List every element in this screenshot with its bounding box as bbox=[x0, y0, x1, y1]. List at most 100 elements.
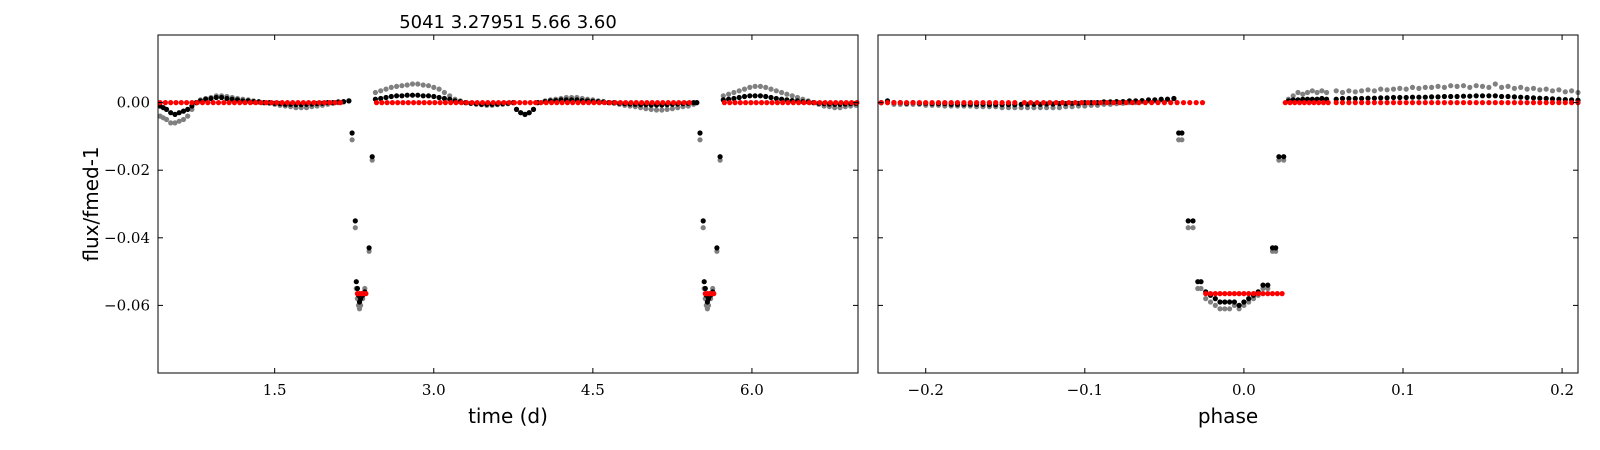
data-point bbox=[1320, 100, 1327, 106]
data-point bbox=[1222, 299, 1228, 305]
data-point bbox=[811, 100, 818, 106]
data-point bbox=[1505, 100, 1511, 106]
data-point bbox=[321, 100, 328, 106]
data-point bbox=[1279, 291, 1285, 297]
data-point bbox=[1161, 100, 1167, 106]
data-point bbox=[1479, 100, 1486, 106]
data-point bbox=[796, 100, 802, 106]
data-point bbox=[591, 100, 597, 106]
data-point bbox=[219, 94, 225, 101]
data-point bbox=[1384, 95, 1390, 101]
data-point bbox=[448, 100, 454, 106]
data-point bbox=[1309, 88, 1315, 94]
data-point bbox=[436, 94, 442, 101]
data-point bbox=[1524, 86, 1530, 92]
data-point bbox=[295, 100, 301, 106]
data-point bbox=[168, 110, 174, 116]
data-point bbox=[701, 279, 707, 285]
data-point bbox=[1441, 84, 1447, 90]
data-point bbox=[1190, 218, 1196, 224]
data-point bbox=[409, 81, 416, 87]
data-point bbox=[1562, 89, 1568, 95]
data-point bbox=[1549, 96, 1556, 102]
data-point bbox=[1241, 299, 1247, 305]
data-point bbox=[1044, 105, 1050, 111]
data-point bbox=[284, 100, 290, 106]
data-point bbox=[789, 93, 795, 99]
data-point bbox=[1231, 291, 1237, 297]
data-point bbox=[1359, 88, 1365, 94]
data-point bbox=[1246, 296, 1252, 302]
data-point bbox=[753, 100, 759, 106]
x-tick-label: −0.1 bbox=[1067, 381, 1103, 399]
data-point bbox=[923, 100, 929, 106]
data-point bbox=[1180, 100, 1187, 106]
series-2 bbox=[878, 93, 1581, 308]
data-point bbox=[1164, 96, 1171, 102]
data-point bbox=[405, 100, 411, 106]
data-point bbox=[999, 100, 1005, 106]
data-point bbox=[526, 110, 532, 116]
series-3 bbox=[878, 100, 1581, 297]
data-point bbox=[1324, 89, 1330, 96]
data-point bbox=[757, 83, 764, 89]
data-point bbox=[1136, 100, 1142, 106]
data-point bbox=[378, 95, 384, 102]
data-point bbox=[1207, 291, 1214, 297]
data-point bbox=[432, 100, 438, 106]
data-point bbox=[208, 95, 214, 102]
data-point bbox=[1371, 100, 1377, 106]
data-point bbox=[752, 93, 758, 99]
data-point bbox=[586, 100, 592, 106]
y-tick-label: 0.00 bbox=[117, 94, 150, 112]
data-point bbox=[1562, 100, 1568, 106]
data-point bbox=[1486, 84, 1492, 90]
data-point bbox=[1306, 100, 1312, 106]
data-point bbox=[1486, 93, 1492, 99]
data-point bbox=[643, 106, 649, 112]
data-point bbox=[469, 100, 475, 106]
data-point bbox=[1203, 296, 1209, 302]
data-point bbox=[1295, 89, 1301, 96]
data-point bbox=[1005, 100, 1012, 106]
data-point bbox=[1537, 87, 1543, 93]
data-point bbox=[366, 245, 372, 251]
data-point bbox=[681, 100, 687, 106]
data-point bbox=[649, 100, 655, 106]
data-point bbox=[224, 95, 230, 102]
data-point bbox=[379, 100, 385, 106]
data-point bbox=[967, 100, 973, 106]
data-point bbox=[769, 100, 775, 106]
data-point bbox=[669, 106, 676, 112]
data-point bbox=[1072, 100, 1078, 106]
data-point bbox=[258, 100, 264, 106]
data-point bbox=[1047, 100, 1053, 106]
data-point bbox=[1297, 100, 1303, 106]
data-point bbox=[1171, 95, 1177, 102]
data-point bbox=[420, 93, 426, 99]
x-axis-label: time (d) bbox=[468, 404, 548, 428]
data-point bbox=[279, 100, 285, 106]
data-point bbox=[1339, 100, 1346, 106]
data-point bbox=[1260, 291, 1266, 297]
data-point bbox=[189, 100, 195, 106]
data-point bbox=[352, 225, 358, 231]
data-point bbox=[1333, 88, 1339, 94]
data-point bbox=[162, 100, 168, 106]
data-point bbox=[1524, 94, 1530, 101]
data-point bbox=[1066, 100, 1072, 106]
data-point bbox=[400, 100, 406, 106]
data-point bbox=[1053, 100, 1059, 106]
data-point bbox=[935, 100, 942, 106]
x-tick-label: 0.2 bbox=[1550, 381, 1574, 399]
data-point bbox=[1403, 94, 1409, 101]
data-point bbox=[517, 100, 523, 106]
data-point bbox=[1467, 100, 1473, 106]
data-point bbox=[612, 100, 618, 106]
data-point bbox=[1390, 94, 1397, 101]
data-point bbox=[779, 89, 785, 96]
data-point bbox=[1454, 93, 1460, 100]
data-point bbox=[1104, 100, 1110, 106]
data-point bbox=[395, 100, 401, 106]
chart-panel-2: −0.2 −0.1 0.0 0.1 0.2 phase bbox=[877, 34, 1581, 428]
